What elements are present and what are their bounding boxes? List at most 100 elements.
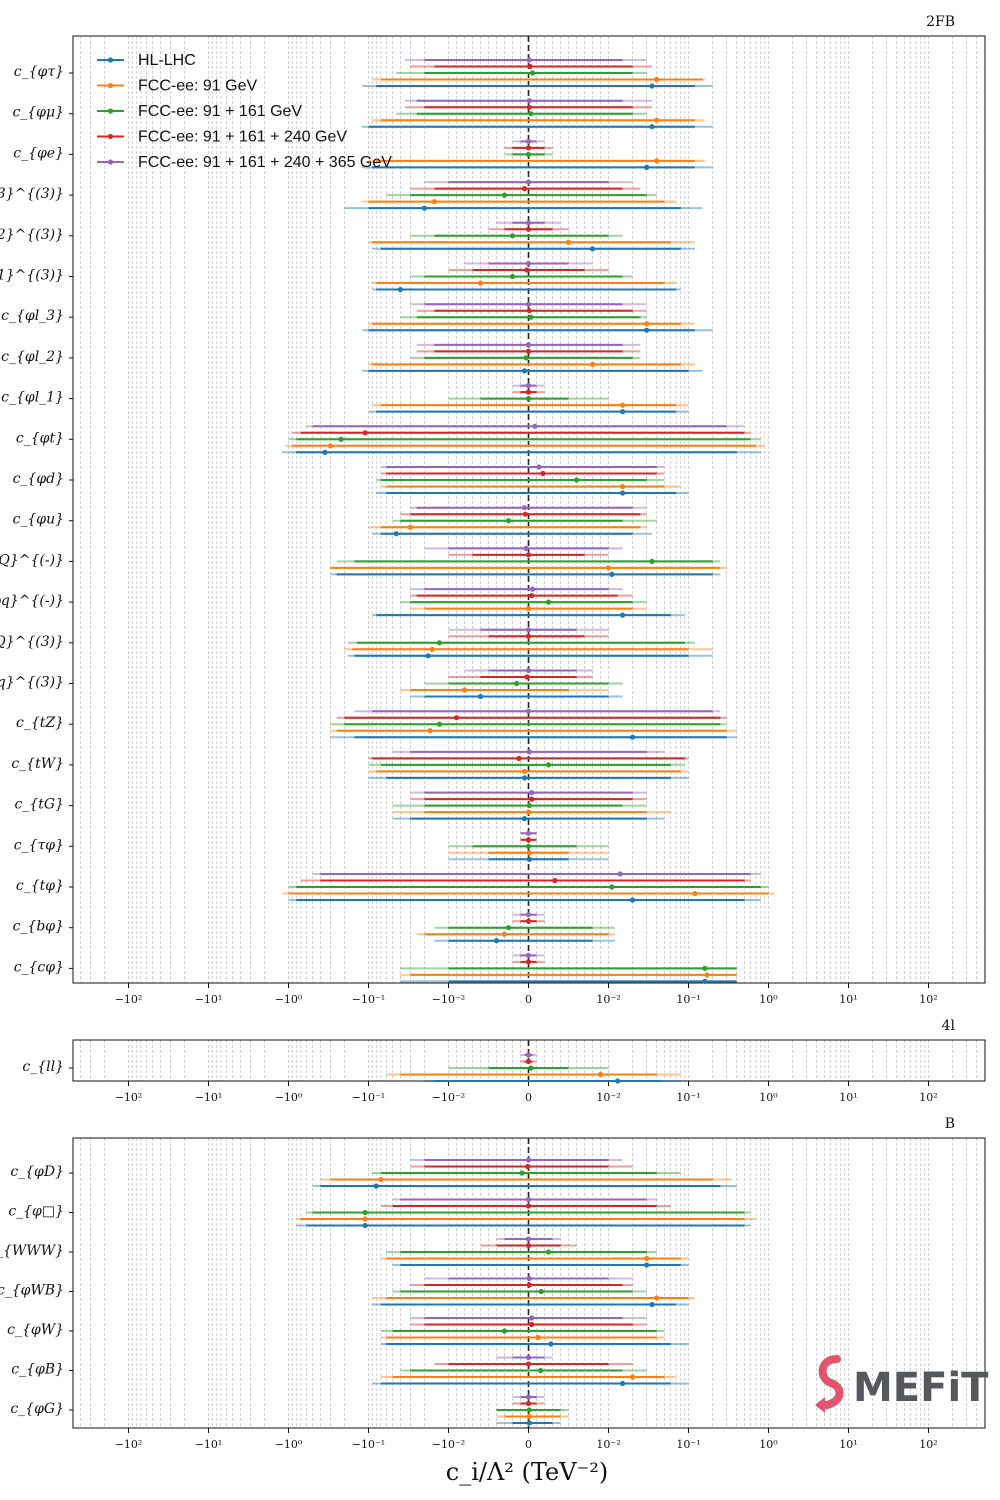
- row-label: c_{φQ}^{(-)}: [0, 552, 64, 568]
- central-value-marker: [436, 640, 442, 646]
- row-label: c_{φl_3}^{(3)}: [0, 186, 64, 202]
- row-label: c_{φq}^{(-)}: [0, 593, 64, 609]
- central-value-marker: [429, 646, 435, 652]
- x-tick-label: 10⁰: [759, 1438, 778, 1451]
- central-value-marker: [501, 192, 508, 198]
- central-value-marker: [589, 361, 596, 367]
- central-value-marker: [548, 1341, 554, 1347]
- row-label: c_{φQ}^{(3)}: [0, 634, 64, 650]
- central-value-marker: [524, 674, 530, 680]
- logo-text: MEFiT: [853, 1365, 989, 1411]
- x-tick-label: 10¹: [839, 993, 857, 1006]
- central-value-marker: [521, 816, 528, 822]
- central-value-marker: [322, 449, 328, 455]
- central-value-marker: [609, 884, 615, 890]
- row-label: c_{φl_2}: [1, 349, 64, 365]
- central-value-marker: [519, 1170, 525, 1176]
- central-value-marker: [525, 1203, 532, 1209]
- central-value-marker: [644, 164, 650, 170]
- central-value-marker: [529, 790, 535, 796]
- panel-1: −10² −10¹ −10⁰ −10⁻¹ −10⁻² 0 10⁻² 10⁻¹ 10⁰ 10¹ 10²…: [22, 1018, 986, 1104]
- x-tick-label: −10¹: [195, 1091, 223, 1104]
- central-value-marker: [505, 518, 512, 524]
- central-value-marker: [649, 83, 655, 89]
- row-label: c_{φl_1}^{(3)}: [0, 268, 64, 284]
- central-value-marker: [527, 63, 533, 70]
- central-value-marker: [526, 856, 532, 862]
- x-tick-label: −10⁰: [275, 1438, 303, 1451]
- central-value-marker: [525, 912, 532, 918]
- central-value-marker: [629, 734, 636, 740]
- x-tick-label: 0: [525, 1091, 532, 1104]
- central-value-marker: [521, 368, 528, 374]
- central-value-marker: [552, 877, 558, 884]
- central-value-marker: [525, 837, 532, 843]
- row-label: c_{tφ}: [16, 878, 64, 894]
- central-value-marker: [453, 715, 460, 721]
- x-tick-label: 10⁻¹: [676, 1091, 700, 1104]
- legend-marker: [107, 159, 114, 165]
- central-value-marker: [522, 511, 528, 517]
- x-tick-label: 10⁻²: [596, 993, 620, 1006]
- central-value-marker: [526, 1275, 532, 1282]
- x-tick-label: 0: [525, 1438, 532, 1451]
- central-value-marker: [629, 897, 636, 903]
- central-value-marker: [513, 680, 520, 687]
- row-label: c_{φμ}: [12, 105, 64, 121]
- central-value-marker: [421, 205, 428, 211]
- panel-tag: 2FB: [926, 14, 955, 30]
- central-value-marker: [338, 436, 344, 442]
- central-value-marker: [525, 918, 532, 924]
- row-label: c_{φG}: [10, 1401, 64, 1417]
- legend-label: FCC-ee: 91 GeV: [138, 78, 257, 95]
- central-value-marker: [619, 490, 626, 496]
- row-label: c_{ll}: [22, 1059, 64, 1075]
- central-value-marker: [529, 586, 536, 592]
- central-value-marker: [529, 796, 535, 802]
- legend-marker: [107, 57, 114, 63]
- legend-label: FCC-ee: 91 + 161 + 240 + 365 GeV: [138, 154, 392, 171]
- x-tick-label: −10⁻¹: [352, 1091, 385, 1104]
- central-value-marker: [525, 1361, 532, 1367]
- central-value-marker: [525, 952, 532, 959]
- row-label: c_{φτ}: [14, 64, 64, 80]
- row-label: c_{φt}: [16, 430, 64, 446]
- central-value-marker: [619, 483, 626, 490]
- row-label: c_{tG}: [15, 797, 64, 813]
- central-value-marker: [525, 1157, 532, 1163]
- row-label: c_{WWW}: [0, 1243, 64, 1259]
- central-value-marker: [525, 1354, 532, 1361]
- central-value-marker: [629, 1374, 636, 1380]
- x-tick-label: −10²: [115, 1091, 143, 1104]
- central-value-marker: [526, 850, 532, 856]
- central-value-marker: [425, 653, 431, 659]
- central-value-marker: [526, 57, 532, 63]
- central-value-marker: [362, 430, 368, 436]
- x-tick-label: 10²: [919, 993, 937, 1006]
- central-value-marker: [609, 571, 615, 578]
- central-value-marker: [526, 308, 532, 314]
- central-value-marker: [516, 755, 522, 762]
- central-value-marker: [393, 531, 399, 537]
- x-tick-label: 10⁻¹: [676, 993, 700, 1006]
- central-value-marker: [521, 505, 528, 511]
- central-value-marker: [537, 1367, 544, 1374]
- central-value-marker: [545, 762, 552, 768]
- row-label: c_{φd}: [13, 471, 64, 487]
- row-label: c_{φ□}: [8, 1204, 64, 1220]
- central-value-marker: [525, 301, 532, 307]
- central-value-marker: [525, 667, 532, 674]
- central-value-marker: [619, 612, 626, 618]
- legend: HL-LHC FCC-ee: 91 GeV FCC-ee: 91 + 161 GeV…: [97, 52, 392, 171]
- x-tick-label: 10⁰: [759, 993, 778, 1006]
- central-value-marker: [525, 389, 532, 395]
- central-value-marker: [362, 1209, 368, 1216]
- central-value-marker: [373, 1183, 379, 1189]
- x-tick-label: −10⁻¹: [352, 1438, 385, 1451]
- central-value-marker: [501, 1328, 508, 1334]
- central-value-marker: [525, 1236, 532, 1242]
- central-value-marker: [644, 321, 650, 327]
- central-value-marker: [362, 1216, 368, 1222]
- central-value-marker: [649, 558, 655, 565]
- central-value-marker: [526, 803, 532, 809]
